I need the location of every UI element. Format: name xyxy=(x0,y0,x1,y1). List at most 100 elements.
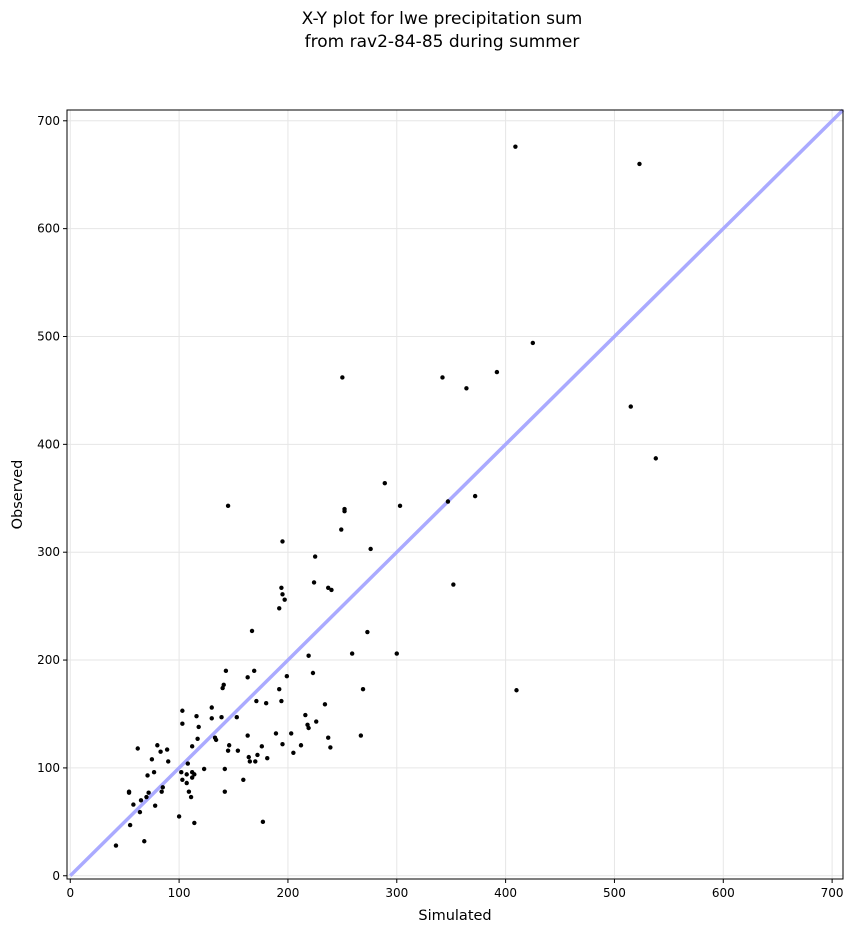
y-tick-label: 700 xyxy=(37,114,60,128)
data-point xyxy=(289,731,294,736)
data-point xyxy=(113,843,119,848)
data-point xyxy=(249,628,255,634)
data-point xyxy=(311,580,317,585)
data-points xyxy=(113,144,659,848)
data-point xyxy=(223,668,229,674)
data-point xyxy=(494,369,500,375)
x-tick-label: 0 xyxy=(66,886,74,900)
data-point xyxy=(131,802,136,807)
data-point xyxy=(166,759,171,764)
data-point xyxy=(184,772,189,777)
x-tick-label: 100 xyxy=(168,886,191,900)
data-point xyxy=(137,809,143,815)
data-point xyxy=(358,733,364,738)
data-point xyxy=(464,386,469,391)
data-point xyxy=(280,592,285,597)
data-point xyxy=(339,527,344,532)
data-point xyxy=(637,161,642,167)
data-point xyxy=(245,675,250,680)
data-point xyxy=(127,822,133,828)
data-point xyxy=(255,752,260,758)
data-point xyxy=(145,773,150,778)
data-point xyxy=(146,790,151,795)
data-point xyxy=(329,587,334,593)
data-point xyxy=(259,744,265,749)
data-point xyxy=(513,144,518,149)
data-point xyxy=(326,585,331,590)
data-point xyxy=(188,794,194,800)
data-point xyxy=(160,785,165,790)
data-point xyxy=(222,789,228,794)
x-tick-label: 300 xyxy=(385,886,408,900)
data-point xyxy=(155,743,160,748)
data-point xyxy=(397,503,403,509)
data-point xyxy=(280,539,285,544)
data-point xyxy=(241,777,246,782)
data-point xyxy=(142,839,147,844)
y-axis-ticks: 0 100 200 300 400 500 600 700 xyxy=(37,114,67,883)
data-point xyxy=(291,750,296,756)
reference-line-group xyxy=(69,108,845,878)
data-point xyxy=(179,770,184,775)
x-axis-ticks: 0 100 200 300 400 500 600 700 xyxy=(66,879,844,900)
data-point xyxy=(445,499,451,504)
data-point xyxy=(135,746,140,751)
data-point xyxy=(234,715,239,720)
data-point xyxy=(149,757,155,762)
chart-title-line-2: from rav2-84-85 during summer xyxy=(304,32,580,52)
one-to-one-line xyxy=(69,108,845,878)
data-point xyxy=(126,790,132,795)
data-point xyxy=(360,686,366,692)
data-point xyxy=(279,698,284,704)
data-point xyxy=(260,819,266,825)
data-point xyxy=(368,546,373,552)
data-point xyxy=(365,629,370,635)
data-point xyxy=(451,582,456,587)
data-point xyxy=(253,759,258,764)
data-point xyxy=(209,705,214,710)
data-point xyxy=(225,748,231,753)
x-tick-label: 500 xyxy=(603,886,626,900)
data-point xyxy=(201,766,207,772)
y-tick-label: 500 xyxy=(37,329,60,343)
data-point xyxy=(314,719,319,724)
data-point xyxy=(653,456,659,461)
data-point xyxy=(298,743,304,748)
y-axis-label: Observed xyxy=(10,460,26,530)
data-point xyxy=(192,820,197,826)
chart-title-line-1: X-Y plot for lwe precipitation sum xyxy=(301,9,583,29)
data-point xyxy=(440,375,445,380)
data-point xyxy=(273,731,279,736)
grid-lines xyxy=(67,110,843,879)
data-point xyxy=(159,789,164,794)
data-point xyxy=(225,503,231,509)
data-point xyxy=(144,794,149,800)
data-point xyxy=(186,789,192,794)
data-point xyxy=(176,814,182,819)
data-point xyxy=(277,686,282,692)
data-point xyxy=(189,775,195,780)
data-point xyxy=(277,606,282,611)
y-tick-label: 0 xyxy=(52,869,60,883)
data-point xyxy=(158,749,163,754)
data-point xyxy=(246,754,251,760)
data-point xyxy=(209,716,214,721)
data-point xyxy=(180,777,185,782)
data-point xyxy=(280,741,285,747)
data-point xyxy=(530,340,536,346)
data-point xyxy=(152,803,158,808)
data-point xyxy=(312,554,318,559)
data-point xyxy=(194,713,199,719)
data-point xyxy=(189,744,195,749)
data-point xyxy=(340,375,345,380)
data-point xyxy=(151,770,157,775)
data-point xyxy=(180,708,185,713)
chart-title: X-Y plot for lwe precipitation sum from … xyxy=(0,8,855,54)
x-tick-label: 400 xyxy=(494,886,517,900)
x-axis-label: Simulated xyxy=(418,908,491,924)
y-tick-label: 600 xyxy=(37,222,60,236)
data-point xyxy=(226,743,232,748)
data-point xyxy=(306,653,311,658)
data-point xyxy=(221,682,226,688)
